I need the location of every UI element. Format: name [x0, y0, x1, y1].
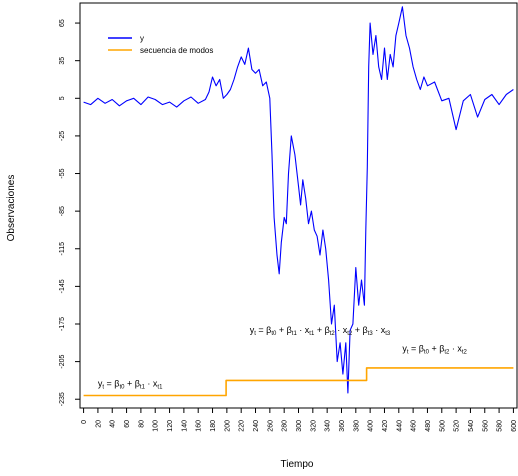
series-layer [83, 6, 514, 397]
x-tick-label: 300 [296, 420, 303, 432]
x-tick-label: 160 [196, 420, 203, 432]
x-tick-label: 40 [110, 420, 117, 428]
x-tick-label: 420 [382, 420, 389, 432]
x-tick-label: 80 [138, 420, 145, 428]
x-tick-label: 120 [167, 420, 174, 432]
y-tick-label: -175 [59, 317, 66, 331]
x-tick-label: 460 [411, 420, 418, 432]
x-tick-label: 440 [396, 420, 403, 432]
x-tick-label: 200 [224, 420, 231, 432]
x-tick-label: 480 [425, 420, 432, 432]
y-tick-label: -25 [59, 131, 66, 141]
x-tick-label: 560 [482, 420, 489, 432]
x-tick-label: 500 [439, 420, 446, 432]
x-tick-label: 540 [468, 420, 475, 432]
x-tick-label: 140 [181, 420, 188, 432]
x-tick-label: 600 [511, 420, 518, 432]
x-tick-label: 260 [267, 420, 274, 432]
x-tick-label: 240 [253, 420, 260, 432]
x-tick-label: 320 [310, 420, 317, 432]
equation-annotation: yt = βt0 + βt2 · xt2 [402, 344, 467, 356]
legend-label: secuencia de modos [140, 46, 213, 55]
x-tick-label: 580 [497, 420, 504, 432]
x-tick-label: 360 [339, 420, 346, 432]
x-tick-label: 220 [239, 420, 246, 432]
y-axis-title: Observaciones [6, 175, 17, 242]
x-tick-label: 180 [210, 420, 217, 432]
legend: y secuencia de modos [108, 34, 213, 55]
x-tick-label: 340 [325, 420, 332, 432]
equation-annotation: yt = βt0 + βt1 · xt1 + βt2 · xt2 + βt3 ·… [250, 325, 391, 337]
x-axis-title: Tiempo [281, 459, 314, 470]
y-tick-label: 65 [59, 19, 66, 27]
y-tick-label: -145 [59, 279, 66, 293]
x-tick-label: 60 [124, 420, 131, 428]
y-tick-label: 35 [59, 57, 66, 65]
series-line-modes [83, 367, 514, 397]
x-tick-label: 20 [95, 420, 102, 428]
x-tick-label: 100 [153, 420, 160, 432]
x-tick-label: 400 [368, 420, 375, 432]
x-tick-label: 0 [81, 420, 88, 424]
y-tick-label: -85 [59, 206, 66, 216]
equation-annotation: yt = βt0 + βt1 · xt1 [98, 379, 163, 391]
x-tick-label: 280 [282, 420, 289, 432]
x-tick-label: 520 [454, 420, 461, 432]
legend-label: y [140, 34, 144, 43]
annotations: yt = βt0 + βt1 · xt1 yt = βt0 + βt1 · xt1… [98, 325, 468, 391]
y-tick-label: -55 [59, 168, 66, 178]
axes: 0 20 40 60 80 100 120 140 160 180 200 220 240 260 280 3… [59, 2, 518, 432]
series-line-y [83, 6, 514, 394]
y-tick-label: -115 [59, 242, 66, 256]
x-tick-label: 380 [353, 420, 360, 432]
y-tick-label: -205 [59, 354, 66, 368]
y-tick-label: -235 [59, 392, 66, 406]
y-tick-label: 5 [59, 96, 66, 100]
